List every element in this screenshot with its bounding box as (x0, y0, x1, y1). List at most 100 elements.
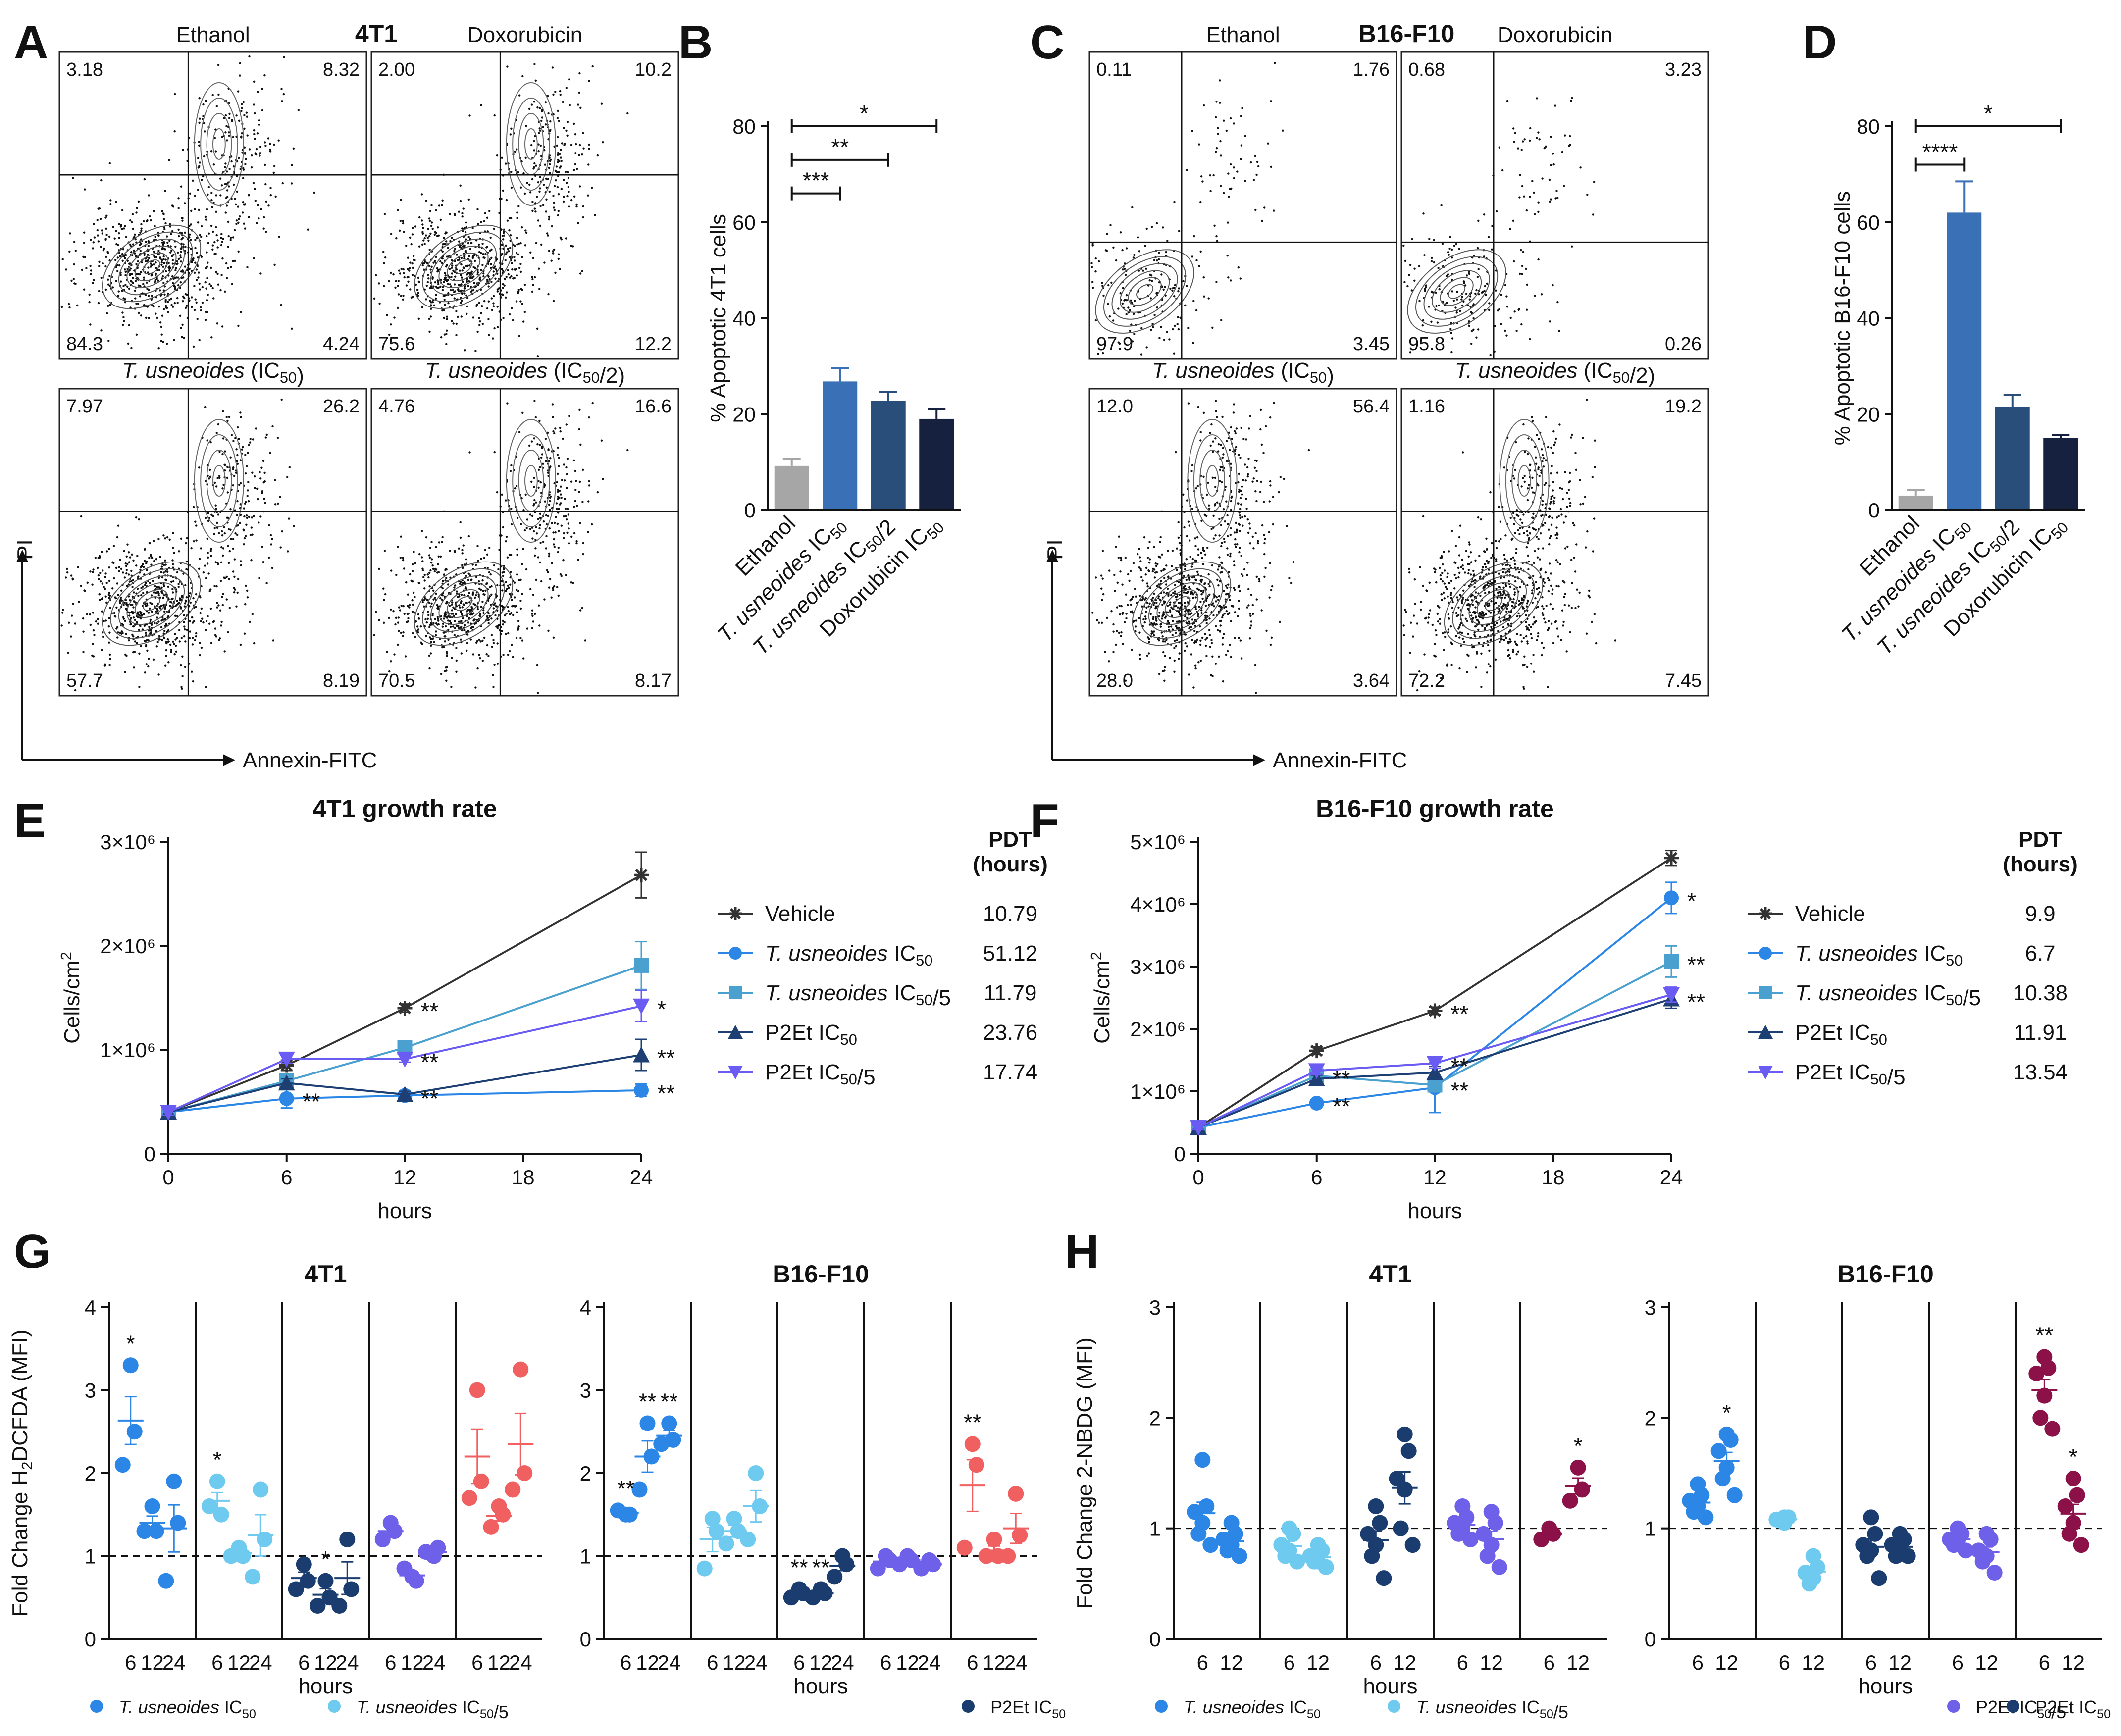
flow-event (1140, 327, 1143, 329)
flow-event (228, 607, 231, 609)
flow-event (545, 547, 547, 550)
flow-event (570, 581, 572, 584)
flow-event (131, 604, 134, 606)
flow-event (137, 611, 139, 613)
flow-event (483, 300, 486, 303)
flow-event (1168, 338, 1171, 341)
flow-event (518, 94, 521, 97)
flow-event (553, 432, 556, 435)
flow-contour (430, 575, 497, 632)
flow-event (179, 256, 182, 259)
flow-event (313, 191, 315, 194)
flow-event (1413, 279, 1416, 282)
flow-event (97, 207, 100, 210)
flow-event (1201, 557, 1203, 560)
flow-contour (194, 419, 244, 543)
flow-event (484, 253, 487, 255)
flow-event (162, 632, 165, 635)
flow-event (1256, 160, 1259, 163)
flow-event (1120, 557, 1122, 559)
flow-event (533, 207, 536, 210)
flow-event (237, 578, 240, 580)
flow-event (557, 253, 560, 255)
flow-event (429, 268, 432, 271)
flow-event (1513, 310, 1516, 313)
flow-plot-label: Doxorubicin (1498, 23, 1612, 47)
flow-event (166, 638, 169, 641)
flow-event (1428, 238, 1431, 240)
flow-event (1135, 619, 1138, 622)
flow-event (435, 209, 437, 212)
flow-event (207, 552, 209, 554)
flow-event (155, 267, 157, 269)
flow-event (1593, 181, 1596, 183)
flow-event (1164, 655, 1166, 657)
flow-event (407, 620, 410, 623)
flow-event (144, 548, 146, 551)
flow-event (1569, 144, 1571, 146)
flow-event (514, 596, 516, 599)
flow-event (148, 317, 150, 319)
flow-event (1091, 287, 1094, 289)
flow-event (271, 567, 274, 569)
flow-event (501, 243, 503, 246)
flow-event (441, 594, 444, 597)
flow-event (1119, 613, 1121, 616)
quadrant-value: 4.76 (378, 396, 415, 417)
flow-event (198, 144, 201, 147)
flow-event (180, 664, 182, 667)
flow-event (444, 569, 447, 571)
flow-event (282, 93, 285, 96)
flow-event (1161, 553, 1163, 556)
flow-event (1188, 620, 1190, 623)
flow-event (562, 559, 565, 562)
flow-event (531, 276, 533, 278)
flow-event (1223, 541, 1226, 543)
flow-plot-label: Ethanol (176, 23, 250, 47)
flow-event (155, 272, 157, 275)
flow-event (1438, 288, 1441, 291)
flow-event (216, 606, 218, 609)
flow-event (490, 617, 493, 620)
flow-event (1224, 598, 1227, 601)
flow-event (204, 281, 207, 284)
flow-event (227, 528, 230, 531)
flow-event (516, 252, 518, 255)
flow-event (244, 454, 247, 456)
flow-event (575, 504, 578, 507)
flow-event (220, 274, 223, 276)
flow-event (1097, 353, 1099, 355)
flow-event (224, 463, 226, 466)
flow-event (442, 580, 444, 582)
flow-event (124, 298, 126, 301)
flow-event (437, 226, 439, 229)
flow-event (428, 626, 431, 628)
flow-event (460, 638, 462, 641)
flow-event (565, 466, 568, 469)
flow-event (215, 210, 217, 213)
flow-event (116, 536, 119, 539)
panel-letter-d: D (1803, 16, 1837, 69)
flow-event (145, 241, 147, 243)
flow-event (228, 131, 230, 134)
flow-event (137, 635, 139, 638)
flow-event (537, 219, 540, 222)
flow-event (1254, 155, 1257, 157)
flow-event (540, 119, 543, 122)
flow-event (210, 266, 212, 269)
flow-event (462, 207, 465, 210)
flow-event (423, 237, 426, 240)
flow-event (573, 532, 576, 535)
flow-plot-frame (1400, 51, 1709, 360)
flow-event (1231, 438, 1234, 440)
flow-event (237, 90, 240, 93)
flow-event (1245, 438, 1247, 441)
flow-event (97, 574, 100, 577)
flow-event (421, 232, 424, 235)
flow-event (1175, 631, 1177, 634)
flow-event (191, 643, 194, 646)
flow-event (1238, 551, 1241, 554)
flow-event (414, 283, 417, 286)
flow-event (170, 233, 172, 236)
flow-event (505, 253, 507, 255)
